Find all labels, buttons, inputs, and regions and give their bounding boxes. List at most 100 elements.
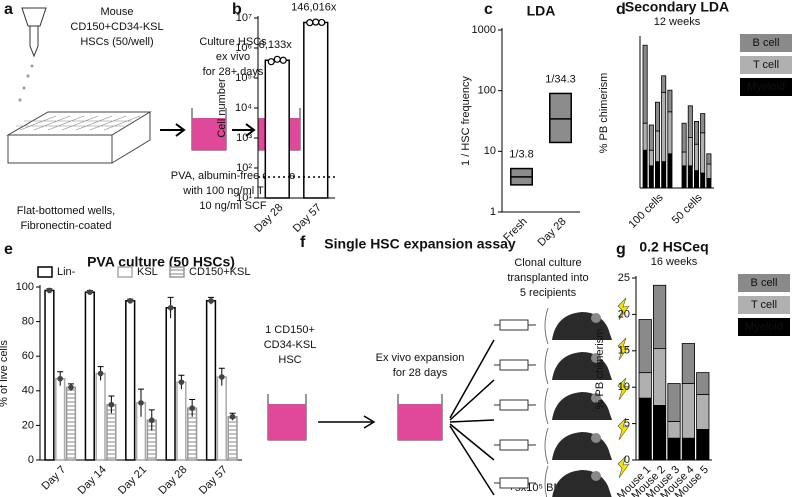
chart-title: Secondary LDA — [625, 0, 729, 15]
x-tick-label: Day 28 — [156, 464, 189, 497]
group-label: 50 cells — [670, 191, 705, 226]
bar-segment — [706, 153, 712, 165]
arrow — [160, 123, 186, 137]
legend-label: Myeloid — [747, 81, 785, 93]
label: 1 CD150+ — [265, 324, 315, 336]
value-label: 1/34.3 — [545, 73, 576, 85]
y-tick-label: 10 — [618, 381, 630, 393]
mouse-ear — [591, 353, 601, 363]
medium — [192, 118, 226, 150]
legend-swatch — [740, 34, 792, 52]
y-tick-label: 0 — [28, 454, 34, 466]
bar-segment — [696, 394, 710, 430]
label: Culture HSCs — [199, 36, 267, 48]
legend-label: CD150+KSL — [189, 266, 250, 278]
bar-segment — [681, 437, 696, 461]
label: transplanted into — [507, 272, 588, 284]
legend-swatch — [117, 266, 133, 278]
y-tick-label: 1 — [490, 206, 496, 218]
bar — [205, 300, 217, 461]
mean-dot — [148, 417, 155, 424]
bar-segment — [667, 153, 673, 189]
mouse — [552, 470, 612, 497]
chart-title: PVA culture (50 HSCs) — [87, 254, 235, 270]
panel-letter: g — [616, 241, 626, 258]
bar-segment — [653, 404, 667, 461]
bar-segment — [653, 348, 667, 406]
label: Ex vivo expansion — [376, 352, 465, 364]
recipient — [494, 377, 630, 425]
x-tick-label: Day 57 — [291, 202, 324, 235]
irradiation — [617, 337, 630, 361]
bar — [125, 300, 136, 461]
bar-segment — [655, 130, 661, 163]
bar-segment — [638, 397, 652, 461]
data-point — [279, 56, 287, 64]
annotation: 146,016x — [291, 1, 337, 13]
bar-segment — [661, 161, 667, 189]
bar-segment — [694, 170, 700, 189]
mouse-ear — [591, 393, 601, 403]
annotation: 8,133x — [259, 39, 293, 51]
label: Mouse — [100, 6, 133, 18]
group-label: 100 cells — [626, 191, 666, 231]
y-tick-label: 20 — [618, 308, 630, 320]
x-tick-label: Day 28 — [536, 216, 569, 249]
arrow — [318, 415, 376, 429]
bar — [165, 307, 176, 461]
recipient — [494, 417, 630, 465]
bar — [95, 372, 106, 461]
x-tick-label: Day 14 — [76, 464, 109, 497]
y-tick-label: 60 — [22, 350, 34, 362]
syringe — [494, 319, 536, 331]
bar-segment — [642, 122, 648, 151]
ci-box — [549, 92, 572, 144]
y-tick-label: 20 — [22, 419, 34, 431]
syringe — [494, 439, 536, 451]
mean-dot — [219, 374, 225, 380]
mean-dot — [178, 379, 185, 385]
panel-letter: d — [616, 1, 626, 18]
bar-segment — [667, 383, 681, 422]
y-axis-label: Cell number — [216, 78, 228, 138]
bar-segment — [681, 122, 687, 153]
bar-segment — [655, 161, 661, 189]
bar-segment — [667, 437, 681, 461]
bar-segment — [642, 149, 648, 189]
label: HSCs (50/well) — [80, 36, 153, 48]
bar-segment — [648, 124, 654, 151]
y-tick-label: 5 — [624, 418, 630, 430]
bar-segment — [653, 284, 667, 350]
y-tick-label: 15 — [618, 345, 630, 357]
mean-dot — [189, 405, 195, 411]
legend-swatch — [740, 56, 792, 74]
value-label: 1/3.8 — [509, 148, 533, 160]
y-tick-label: 0 — [624, 454, 630, 466]
irradiation — [617, 297, 630, 321]
cage — [544, 427, 549, 465]
label: CD150+CD34-KSL — [70, 21, 163, 33]
y-tick-label: 10¹ — [236, 192, 252, 204]
bar-segment — [687, 137, 693, 167]
legend-swatch — [37, 266, 53, 278]
x-tick-label: Day 7 — [40, 464, 69, 493]
label: HSC — [278, 354, 301, 366]
mean-dot — [127, 298, 134, 304]
well-plate — [6, 111, 152, 164]
y-tick-label: 10 — [484, 145, 496, 157]
data-point — [318, 18, 326, 27]
mouse — [552, 432, 612, 460]
panel-title: Single HSC expansion assay — [324, 236, 516, 252]
x-tick-label: Day 21 — [116, 464, 149, 497]
legend-label: Myeloid — [745, 321, 783, 333]
bar-segment — [696, 372, 710, 395]
mouse-ear — [591, 313, 601, 323]
mean-dot — [138, 400, 144, 406]
legend-swatch — [738, 296, 790, 314]
y-tick-label: 10⁶ — [235, 42, 252, 54]
irradiation — [617, 417, 630, 441]
panel-letter: b — [232, 1, 242, 18]
y-tick-label: 10² — [236, 162, 252, 174]
data-point — [306, 19, 314, 27]
bar-segment — [661, 92, 667, 162]
